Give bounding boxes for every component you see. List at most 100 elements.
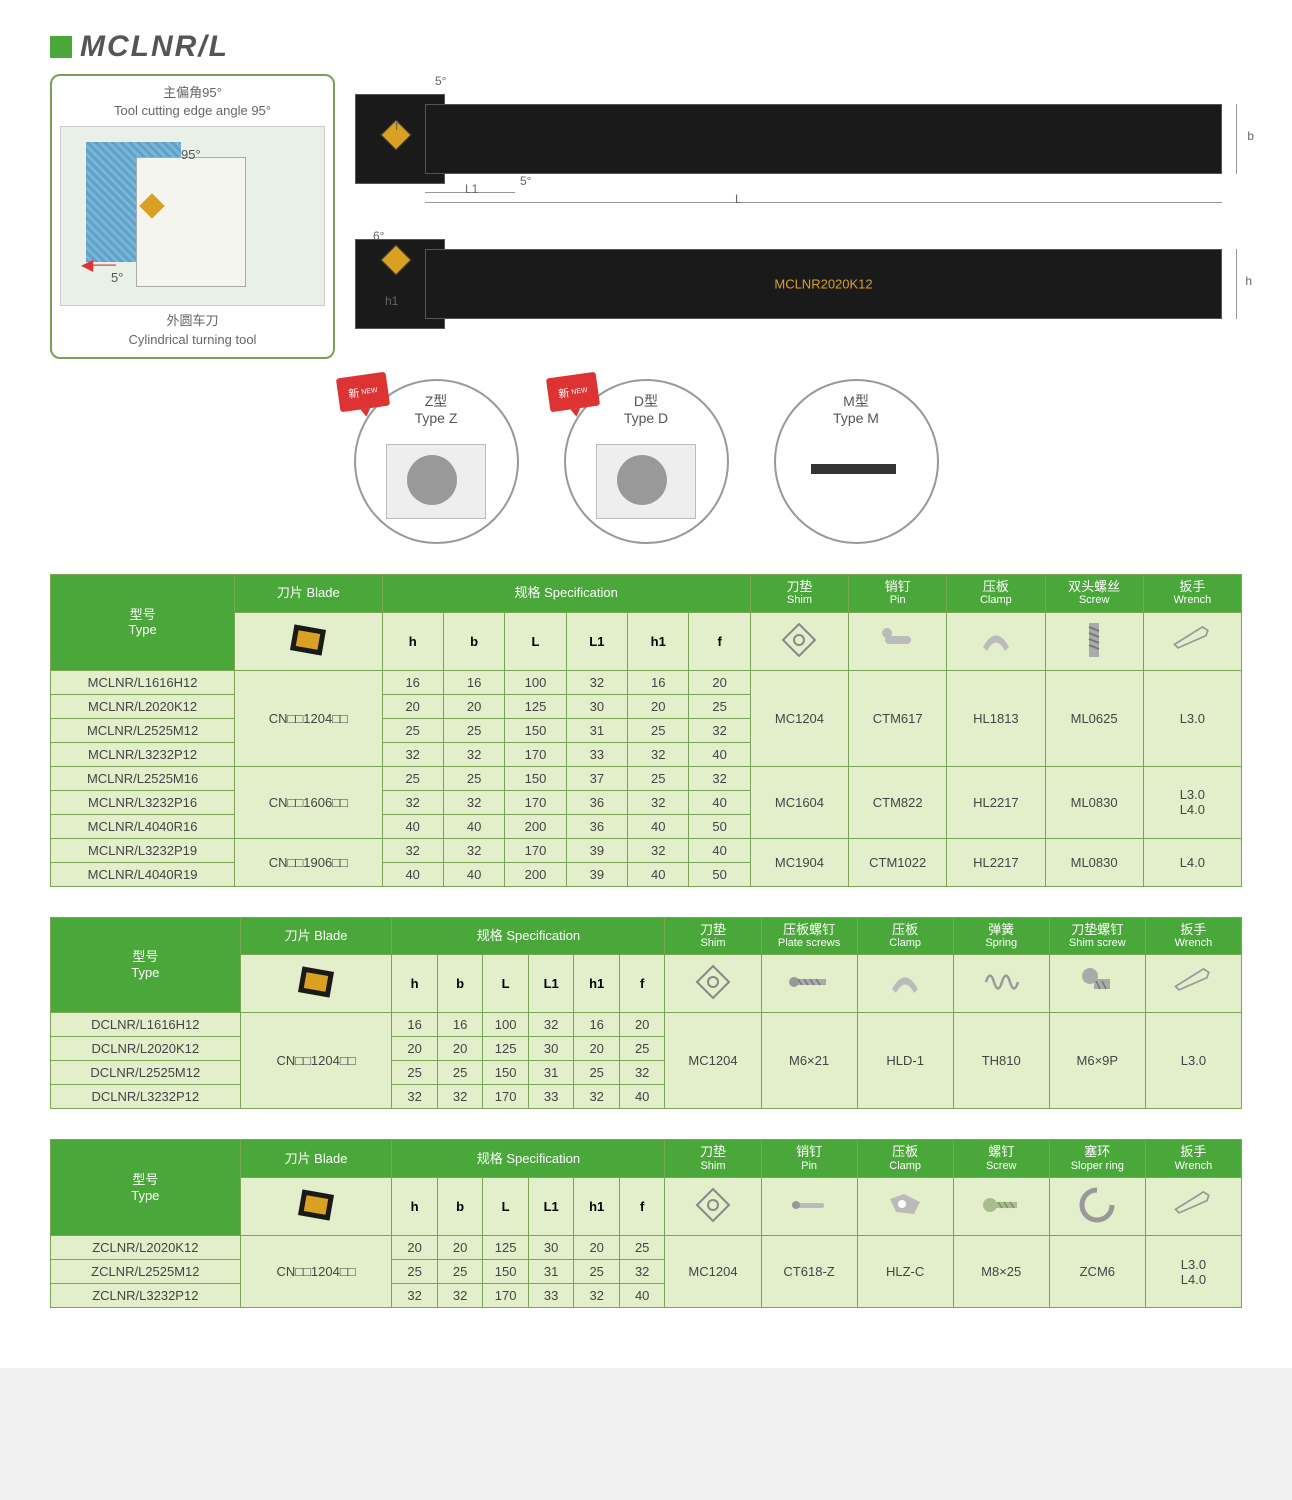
extra-icon-cell [953,1178,1049,1236]
extra-icon-cell [1145,955,1241,1013]
type-cell: ZCLNR/L2020K12 [51,1236,241,1260]
spec-value-cell: 150 [483,1260,529,1284]
extra-value-cell: M8×25 [953,1236,1049,1308]
spec-value-cell: 25 [392,1260,438,1284]
type-cell: MCLNR/L2525M16 [51,766,235,790]
spring-icon [980,961,1022,1003]
specification-table: 型号Type刀片 Blade规格 Specification刀垫Shim销钉Pi… [50,1139,1242,1308]
spec-value-cell: 39 [566,862,627,886]
extra-icon-cell [665,955,761,1013]
spec-col-header: L1 [528,1178,574,1236]
spec-value-cell: 100 [483,1013,529,1037]
pscrew-icon [788,961,830,1003]
spec-value-cell: 32 [392,1284,438,1308]
extra-header: 双头螺丝Screw [1045,574,1143,612]
extra-header: 销钉Pin [761,1140,857,1178]
extra-value-cell: HLD-1 [857,1013,953,1109]
angle-diagram: 95° 5° ◀── [60,126,325,306]
type-cell: DCLNR/L2525M12 [51,1061,241,1085]
wrench-icon [1172,961,1214,1003]
pin-icon [877,619,919,661]
tool-top-view: 5° 6° 5° f L1 L b [355,74,1242,204]
extra-icon-cell [1145,1178,1241,1236]
spec-value-cell: 32 [443,790,504,814]
spec-value-cell: 40 [619,1085,665,1109]
angle-footer-cn: 外圆车刀 [166,313,218,328]
extra-header: 扳手Wrench [1145,1140,1241,1178]
spec-value-cell: 170 [505,838,566,862]
extra-header: 刀垫Shim [750,574,848,612]
spec-value-cell: 30 [566,694,627,718]
spec-value-cell: 40 [382,814,443,838]
type-header: 型号Type [51,1140,241,1236]
new-badge-icon: 新NEW [545,371,599,412]
type-cell: MCLNR/L3232P12 [51,742,235,766]
spec-value-cell: 16 [574,1013,620,1037]
spec-value-cell: 40 [689,790,750,814]
spec-col-header: L1 [528,955,574,1013]
spec-value-cell: 20 [437,1236,483,1260]
angle-main-label: 95° [181,147,201,162]
spec-col-header: b [443,612,504,670]
spec-value-cell: 31 [566,718,627,742]
type-cell: MCLNR/L3232P16 [51,790,235,814]
spec-value-cell: 33 [566,742,627,766]
tool-side-view: 6° MCLNR2020K12 h1 h [355,214,1242,344]
spec-value-cell: 25 [382,766,443,790]
table-row: DCLNR/L1616H12CN□□1204□□1616100321620MC1… [51,1013,1242,1037]
spec-value-cell: 32 [443,838,504,862]
type-circle: M型Type M [774,379,939,544]
type-cell: MCLNR/L2020K12 [51,694,235,718]
dscrew-icon [1073,619,1115,661]
type-header: 型号Type [51,917,241,1013]
spec-value-cell: 170 [483,1284,529,1308]
spec-value-cell: 125 [483,1037,529,1061]
shim-icon [692,1184,734,1226]
type-header: 型号Type [51,574,235,670]
spec-value-cell: 33 [528,1284,574,1308]
extra-icon-cell [857,1178,953,1236]
spec-value-cell: 25 [443,766,504,790]
spec-value-cell: 32 [689,766,750,790]
extra-value-cell: HL1813 [947,670,1045,766]
title-row: MCLNR/L [50,30,1242,64]
spec-value-cell: 32 [566,670,627,694]
clamp2-icon [884,1184,926,1226]
dim-5deg-top: 5° [435,74,446,88]
angle-title-en: Tool cutting edge angle 95° [114,103,271,118]
extra-header: 压板Clamp [857,1140,953,1178]
extra-value-cell: L3.0L4.0 [1143,766,1241,838]
type-cell: ZCLNR/L2525M12 [51,1260,241,1284]
spec-value-cell: 150 [483,1061,529,1085]
type-label: M型Type M [833,393,879,427]
spec-value-cell: 32 [628,790,689,814]
new-badge-icon: 新NEW [335,371,389,412]
extra-header: 刀垫Shim [665,1140,761,1178]
spec-col-header: f [619,955,665,1013]
extra-icon-cell [1045,612,1143,670]
extra-header: 压板Clamp [857,917,953,955]
dim-line-h [1236,249,1237,319]
table-row: MCLNR/L1616H12CN□□1204□□1616100321620MC1… [51,670,1242,694]
spec-value-cell: 16 [628,670,689,694]
spec-header: 规格 Specification [392,917,665,955]
spec-table: 型号Type刀片 Blade规格 Specification刀垫Shim销钉Pi… [50,574,1242,887]
specification-table: 型号Type刀片 Blade规格 Specification刀垫Shim压板螺钉… [50,917,1242,1110]
spec-value-cell: 32 [619,1061,665,1085]
type-cell: ZCLNR/L3232P12 [51,1284,241,1308]
spec-value-cell: 32 [574,1085,620,1109]
blade-icon [287,619,329,661]
spec-value-cell: 32 [574,1284,620,1308]
angle-box: 主偏角95° Tool cutting edge angle 95° 95° 5… [50,74,335,359]
wrench-icon [1172,1184,1214,1226]
shim-icon [778,619,820,661]
extra-value-cell: MC1204 [665,1236,761,1308]
extra-header: 扳手Wrench [1143,574,1241,612]
blade-icon-cell [235,612,382,670]
extra-value-cell: CTM617 [849,670,947,766]
spec-col-header: L [483,1178,529,1236]
page: MCLNR/L 主偏角95° Tool cutting edge angle 9… [0,0,1292,1368]
type-cell: MCLNR/L2525M12 [51,718,235,742]
type-cell: MCLNR/L4040R19 [51,862,235,886]
extra-icon-cell [761,1178,857,1236]
